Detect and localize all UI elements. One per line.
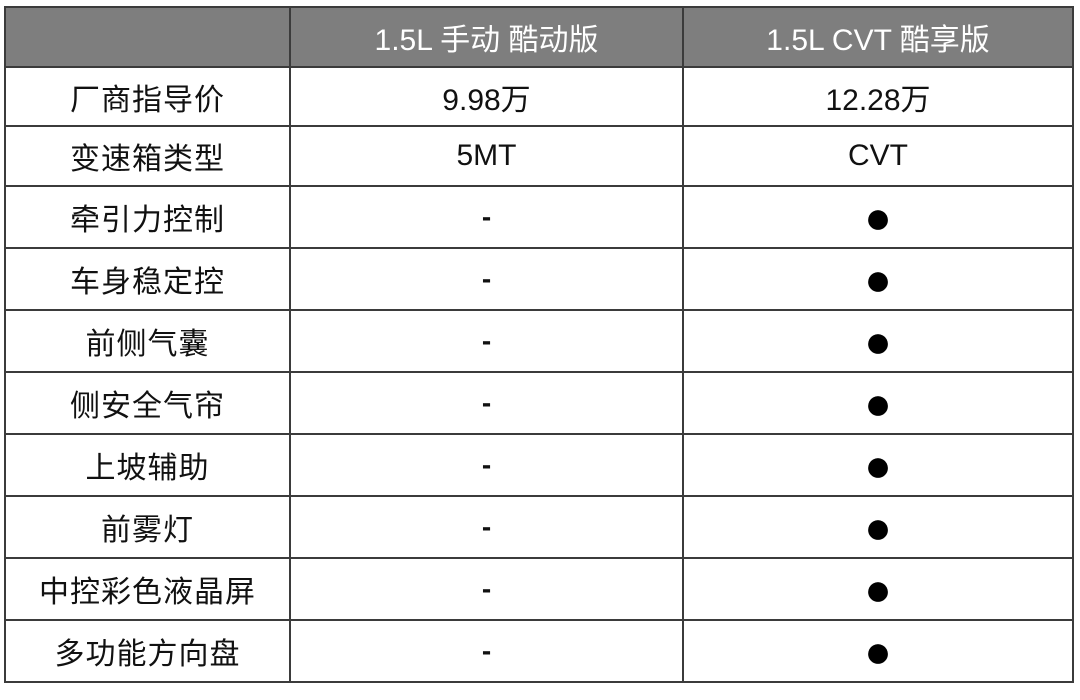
feature-dot-cell: ● — [682, 246, 1074, 311]
cell-trim1-value: - — [289, 556, 684, 621]
table-row: 侧安全气帘 - ● — [4, 370, 1074, 435]
trim-comparison-table: 1.5L 手动 酷动版 1.5L CVT 酷享版 厂商指导价 9.98万 12.… — [4, 6, 1074, 684]
row-label: 厂商指导价 — [4, 65, 291, 128]
row-label: 前侧气囊 — [4, 308, 291, 373]
table-row: 厂商指导价 9.98万 12.28万 — [4, 65, 1074, 128]
row-label: 中控彩色液晶屏 — [4, 556, 291, 621]
feature-dot-cell: ● — [682, 184, 1074, 249]
table-row: 牵引力控制 - ● — [4, 184, 1074, 249]
row-label: 多功能方向盘 — [4, 618, 291, 684]
cell-trim2-value: 12.28万 — [682, 65, 1074, 128]
cell-trim1-value: - — [289, 308, 684, 373]
row-label: 上坡辅助 — [4, 432, 291, 497]
table-row: 前侧气囊 - ● — [4, 308, 1074, 373]
table-row: 中控彩色液晶屏 - ● — [4, 556, 1074, 621]
table-row: 多功能方向盘 - ● — [4, 618, 1074, 684]
cell-trim2-value: CVT — [682, 125, 1074, 187]
feature-dot-cell: ● — [682, 556, 1074, 621]
table-body: 厂商指导价 9.98万 12.28万 变速箱类型 5MT CVT 牵引力控制 -… — [4, 65, 1074, 684]
cell-trim1-value: 5MT — [289, 125, 684, 187]
cell-trim1-value: - — [289, 246, 684, 311]
cell-trim1-value: - — [289, 618, 684, 684]
feature-dot-cell: ● — [682, 308, 1074, 373]
row-label: 车身稳定控 — [4, 246, 291, 311]
cell-trim1-value: - — [289, 432, 684, 497]
cell-trim1-value: - — [289, 370, 684, 435]
cell-trim1-value: - — [289, 494, 684, 559]
table-row: 前雾灯 - ● — [4, 494, 1074, 559]
row-label: 变速箱类型 — [4, 125, 291, 187]
table-row: 上坡辅助 - ● — [4, 432, 1074, 497]
feature-dot-cell: ● — [682, 494, 1074, 559]
row-label: 前雾灯 — [4, 494, 291, 559]
header-row: 1.5L 手动 酷动版 1.5L CVT 酷享版 — [4, 6, 1074, 68]
table-header: 1.5L 手动 酷动版 1.5L CVT 酷享版 — [4, 6, 1074, 68]
header-corner-cell — [4, 6, 291, 68]
table-row: 车身稳定控 - ● — [4, 246, 1074, 311]
feature-dot-cell: ● — [682, 432, 1074, 497]
row-label: 侧安全气帘 — [4, 370, 291, 435]
row-label: 牵引力控制 — [4, 184, 291, 249]
header-trim1-cell: 1.5L 手动 酷动版 — [289, 6, 684, 68]
header-trim2-cell: 1.5L CVT 酷享版 — [682, 6, 1074, 68]
feature-dot-cell: ● — [682, 618, 1074, 684]
feature-dot-cell: ● — [682, 370, 1074, 435]
table-row: 变速箱类型 5MT CVT — [4, 125, 1074, 187]
cell-trim1-value: - — [289, 184, 684, 249]
cell-trim1-value: 9.98万 — [289, 65, 684, 128]
